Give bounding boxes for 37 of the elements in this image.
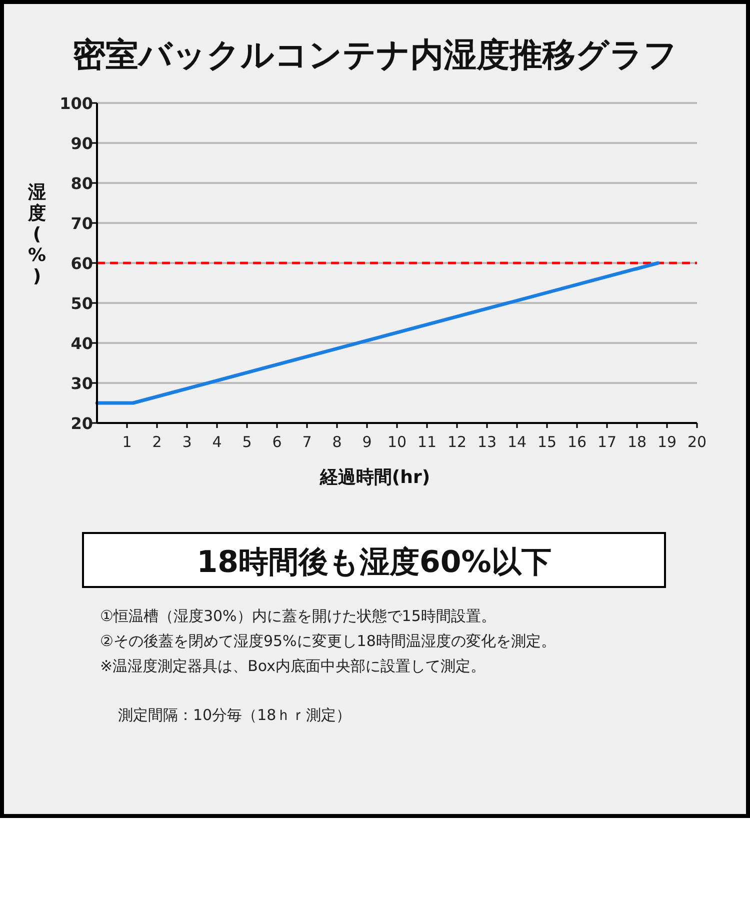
y-axis-title: 湿度(%): [27, 182, 46, 287]
y-tick-label: 70: [70, 214, 93, 233]
x-tick-label: 18: [627, 433, 647, 451]
chart-title: 密室バックルコンテナ内湿度推移グラフ: [72, 35, 678, 74]
text: ②その後蓋を閉めて湿度95%に変更し18時間温湿度の変化を測定。: [100, 632, 556, 650]
y-tick-label: 100: [60, 94, 93, 113]
x-tick-label: 3: [182, 433, 192, 451]
y-tick-label: 60: [70, 254, 93, 273]
x-axis-title: 経過時間(hr): [318, 467, 430, 488]
x-tick-label: 9: [362, 433, 372, 451]
y-tick-label: 30: [70, 374, 93, 393]
x-tick-label: 12: [447, 433, 467, 451]
x-tick-label: 10: [387, 433, 407, 451]
x-tick-label: 5: [242, 433, 252, 451]
x-tick-label: 4: [212, 433, 222, 451]
text: 18時間後も湿度60%以下: [196, 545, 552, 580]
y-tick-label: 80: [70, 174, 93, 193]
y-tick-label: 40: [70, 334, 93, 353]
x-tick-label: 7: [302, 433, 312, 451]
x-tick-label: 20: [687, 433, 707, 451]
y-tick-label: 50: [70, 294, 93, 313]
x-tick-label: 11: [417, 433, 437, 451]
y-tick-label: 90: [70, 134, 93, 153]
x-tick-label: 1: [122, 433, 132, 451]
y-tick-label: 20: [70, 414, 93, 433]
x-tick-label: 16: [567, 433, 587, 451]
x-tick-label: 19: [657, 433, 677, 451]
text: ①恒温槽（湿度30%）内に蓋を開けた状態で15時間設置。: [100, 607, 496, 625]
x-tick-label: 13: [477, 433, 497, 451]
x-tick-label: 8: [332, 433, 342, 451]
x-tick-label: 6: [272, 433, 282, 451]
x-tick-label: 14: [507, 433, 527, 451]
x-tick-label: 17: [597, 433, 617, 451]
x-tick-label: 15: [537, 433, 557, 451]
x-tick-label: 2: [152, 433, 162, 451]
text: 測定間隔：10分毎（18ｈｒ測定）: [118, 706, 352, 724]
text: ※温湿度測定器具は、Box内底面中央部に設置して測定。: [100, 657, 486, 675]
